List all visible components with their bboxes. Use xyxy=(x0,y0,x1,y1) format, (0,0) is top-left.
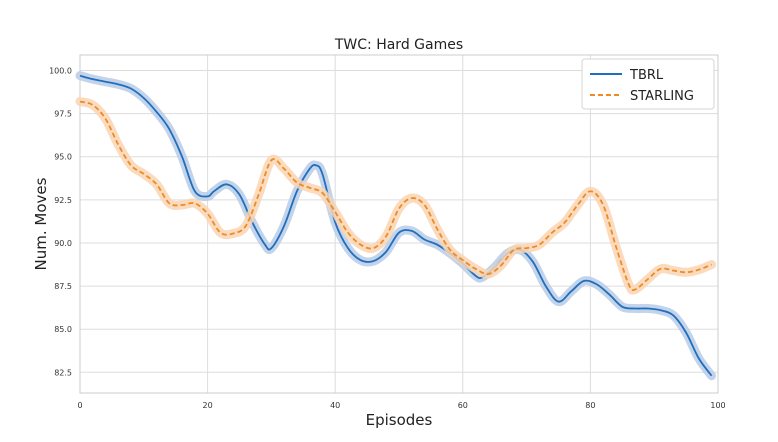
x-axis-label: Episodes xyxy=(366,411,433,429)
chart-title: TWC: Hard Games xyxy=(334,37,463,53)
x-tick-label: 60 xyxy=(458,401,468,410)
y-tick-label: 87.5 xyxy=(54,282,72,291)
tick-labels: 0 20 40 60 80 100 82.5 85.0 87.5 90.0 92.5 95.0 97.5… xyxy=(49,67,726,410)
y-tick-label: 92.5 xyxy=(54,196,72,205)
x-tick-label: 20 xyxy=(203,401,213,410)
y-axis-label: Num. Moves xyxy=(32,177,50,270)
y-tick-label: 85.0 xyxy=(54,325,72,334)
y-tick-label: 95.0 xyxy=(54,153,72,162)
series-line-starling xyxy=(79,100,712,292)
x-tick-label: 40 xyxy=(330,401,340,410)
series-line-tbrl xyxy=(79,74,713,377)
legend-box xyxy=(581,58,715,110)
x-tick-label: 100 xyxy=(710,401,725,410)
y-tick-label: 90.0 xyxy=(54,239,72,248)
series-layer xyxy=(75,71,717,381)
y-tick-label: 100.0 xyxy=(49,67,72,76)
x-tick-label: 0 xyxy=(77,401,82,410)
legend-label-starling: STARLING xyxy=(630,89,694,104)
legend: TBRL STARLING xyxy=(581,58,715,110)
plot-frame xyxy=(79,54,719,394)
x-tick-label: 80 xyxy=(585,401,595,410)
y-tick-label: 82.5 xyxy=(54,368,72,377)
y-tick-label: 97.5 xyxy=(54,110,72,119)
legend-label-tbrl: TBRL xyxy=(629,68,664,83)
